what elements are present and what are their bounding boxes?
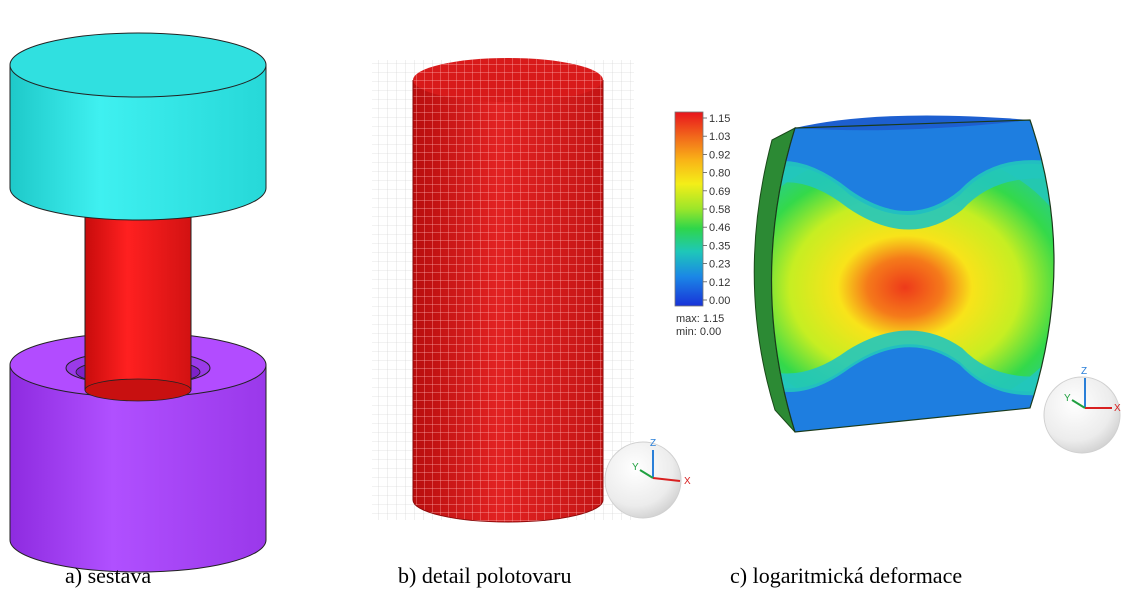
axis-x-label-c: X (1114, 403, 1121, 414)
legend-tick-label: 0.58 (709, 204, 730, 216)
legend-tick-label: 0.00 (709, 295, 730, 307)
axis-triad-b: Z X Y (604, 438, 691, 519)
axis-y-label-c: Y (1064, 393, 1071, 404)
legend-tick-label: 1.15 (709, 113, 730, 125)
top-die (9, 32, 267, 221)
panel-strain: Z X Y c) logaritmická deformace (730, 115, 1121, 588)
axis-z-label-c: Z (1081, 366, 1087, 377)
meshed-billet (412, 58, 604, 523)
color-legend: 1.15 1.03 0.92 0.80 0.69 0.58 0.46 0.35 0.23 0.12… (674, 111, 730, 338)
panel-mesh: Z X Y b) detail polotovaru (372, 58, 691, 588)
legend-tick-label: 0.12 (709, 277, 730, 289)
axis-y-label-b: Y (632, 462, 639, 473)
legend-tick-label: 0.46 (709, 222, 730, 234)
caption-a: a) sestava (65, 563, 151, 588)
caption-c: c) logaritmická deformace (730, 563, 962, 588)
legend-tick-label: 0.69 (709, 186, 730, 198)
deformed-billet (753, 115, 1055, 433)
axis-x-label-b: X (684, 476, 691, 487)
legend-tick-label: 1.03 (709, 131, 730, 143)
axis-z-label-b: Z (650, 438, 656, 449)
legend-ticks: 1.15 1.03 0.92 0.80 0.69 0.58 0.46 0.35 0.23 0.12… (703, 113, 730, 307)
billet (84, 204, 192, 402)
legend-max: max: 1.15 (676, 313, 724, 325)
axis-triad-c: Z X Y (1043, 366, 1121, 454)
legend-tick-label: 0.35 (709, 240, 730, 252)
legend-tick-label: 0.23 (709, 259, 730, 271)
panel-assembly: a) sestava (9, 32, 267, 588)
caption-b: b) detail polotovaru (398, 563, 572, 588)
legend-tick-label: 0.80 (709, 168, 730, 180)
legend-min: min: 0.00 (676, 326, 721, 338)
legend-tick-label: 0.92 (709, 149, 730, 161)
